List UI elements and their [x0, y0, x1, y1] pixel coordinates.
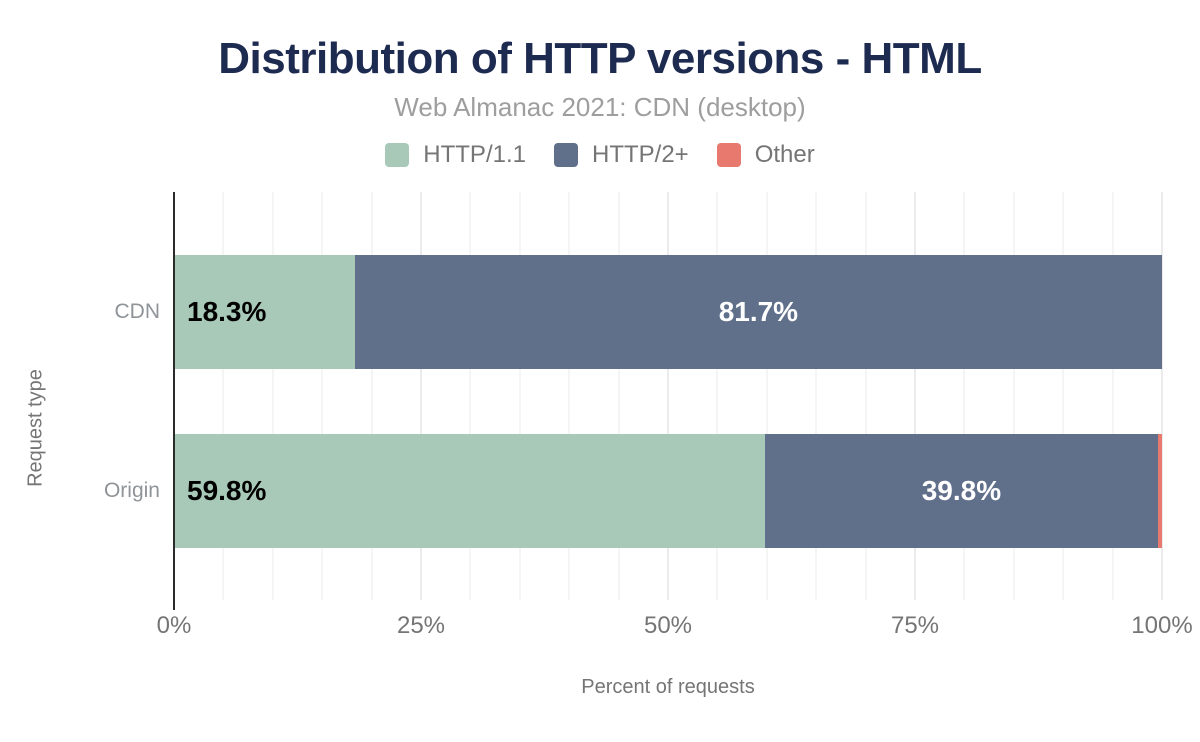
- gridline: [469, 192, 472, 600]
- gridline: [420, 192, 422, 600]
- legend-label: Other: [754, 141, 815, 168]
- gridline: [815, 192, 818, 600]
- x-tick-label: 75%: [890, 612, 940, 639]
- gridline: [765, 192, 768, 600]
- bar-value-label: 18.3%: [187, 296, 267, 327]
- gridline: [1012, 192, 1015, 600]
- gridline: [963, 192, 966, 600]
- gridline: [667, 192, 669, 600]
- bar-segment-http-2-[interactable]: 81.7%: [354, 255, 1162, 369]
- gridline: [370, 192, 373, 600]
- x-tick-label: 25%: [396, 612, 446, 639]
- x-tick-label: 100%: [1131, 612, 1193, 639]
- gridline: [1111, 192, 1114, 600]
- x-axis-title: Percent of requests: [581, 676, 755, 698]
- plot-area: 18.3% 81.7% 59.8% 39.8%: [173, 192, 1163, 610]
- gridline: [1161, 192, 1163, 600]
- gridline: [864, 192, 867, 600]
- legend-label: HTTP/1.1: [423, 141, 526, 168]
- bar-origin: 59.8% 39.8%: [174, 434, 1162, 548]
- legend-label: HTTP/2+: [591, 141, 689, 168]
- y-axis-title: Request type: [24, 369, 47, 487]
- legend-item-http-2-: HTTP/2+: [553, 141, 689, 169]
- legend-swatch-icon: [553, 143, 578, 167]
- y-category-label-cdn: CDN: [114, 300, 161, 323]
- gridline: [914, 192, 916, 600]
- x-tick-label: 0%: [156, 612, 192, 639]
- legend-swatch-icon: [716, 143, 741, 167]
- legend-swatch-icon: [385, 143, 410, 167]
- gridline: [1062, 192, 1065, 600]
- legend-item-http-1-1: HTTP/1.1: [385, 141, 526, 169]
- bar-segment-http-1-1[interactable]: 18.3%: [174, 255, 355, 369]
- bar-cdn: 18.3% 81.7%: [174, 255, 1162, 369]
- gridline: [716, 192, 719, 600]
- legend-item-other: Other: [716, 141, 815, 169]
- gridline: [271, 192, 274, 600]
- gridline: [222, 192, 225, 600]
- legend: HTTP/1.1 HTTP/2+ Other: [0, 141, 1200, 169]
- gridline: [617, 192, 620, 600]
- bar-value-label: 59.8%: [187, 475, 267, 506]
- y-axis-line: [173, 192, 175, 610]
- gridline: [321, 192, 324, 600]
- gridline: [568, 192, 571, 600]
- gridline: [518, 192, 521, 600]
- x-tick-label: 50%: [643, 612, 693, 639]
- bar-segment-http-2-[interactable]: 39.8%: [764, 434, 1159, 548]
- bar-segment-http-1-1[interactable]: 59.8%: [174, 434, 765, 548]
- y-category-label-origin: Origin: [103, 479, 160, 502]
- bar-segment-other[interactable]: [1158, 434, 1162, 548]
- bar-value-label: 39.8%: [921, 475, 1002, 506]
- bar-value-label: 81.7%: [718, 296, 799, 327]
- chart-title: Distribution of HTTP versions - HTML: [218, 34, 982, 83]
- chart-subtitle: Web Almanac 2021: CDN (desktop): [394, 92, 806, 122]
